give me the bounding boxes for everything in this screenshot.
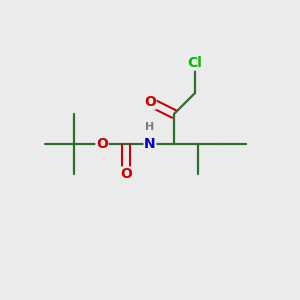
Text: O: O — [96, 137, 108, 151]
Text: N: N — [144, 137, 156, 151]
Text: H: H — [146, 122, 154, 133]
Text: Cl: Cl — [188, 56, 202, 70]
Text: O: O — [144, 95, 156, 109]
Text: O: O — [120, 167, 132, 181]
